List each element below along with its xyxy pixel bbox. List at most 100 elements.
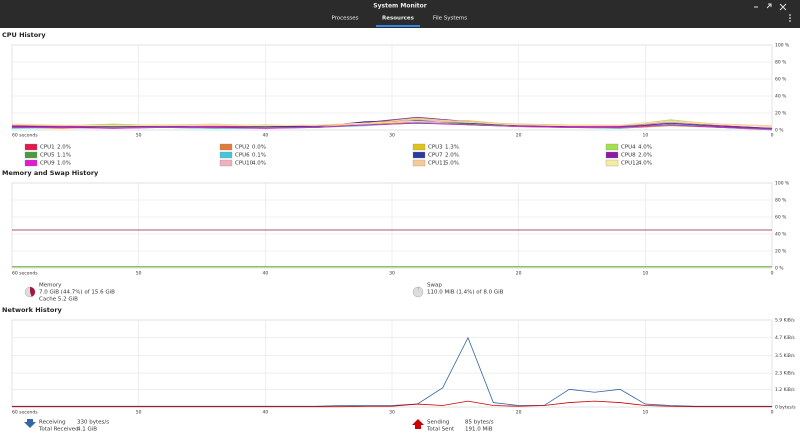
- x-tick-label: 40: [262, 271, 268, 277]
- x-tick-label: 30: [389, 271, 395, 277]
- legend-value: 2.0%: [57, 145, 71, 151]
- legend-name: CPU12: [621, 161, 639, 167]
- series-line: [11, 119, 773, 131]
- x-tick-label: 20: [516, 271, 522, 277]
- header-bar: [0, 0, 800, 28]
- legend-name: CPU6: [235, 153, 250, 159]
- legend-value: 1.3%: [445, 145, 459, 151]
- y-tick-label: 4.7 KiB/s: [775, 335, 795, 341]
- legend-swatch: [24, 143, 38, 151]
- y-tick-label: 0 %: [775, 128, 784, 134]
- legend-value: 4.0%: [638, 161, 652, 167]
- x-tick-label: 0: [771, 271, 774, 277]
- network-name: Sending: [427, 420, 449, 426]
- legend-swatch: [605, 151, 619, 159]
- legend-swatch: [219, 159, 233, 167]
- series-line: [12, 400, 772, 408]
- legend-swatch: [412, 151, 426, 159]
- legend-name: CPU2: [235, 145, 250, 151]
- section-title: CPU History: [2, 31, 46, 39]
- legend-name: CPU1: [40, 145, 55, 151]
- legend-name: CPU3: [428, 145, 443, 151]
- series-line: [11, 118, 773, 127]
- tab[interactable]: Processes: [331, 16, 358, 22]
- x-tick-label: 30: [389, 133, 395, 139]
- send-icon: [412, 419, 424, 429]
- legend-value: 4.0%: [252, 161, 266, 167]
- x-tick-label: 30: [389, 410, 395, 416]
- y-tick-label: 2.3 KiB/s: [775, 371, 795, 377]
- y-tick-label: 1.2 KiB/s: [775, 387, 795, 393]
- legend-swatch: [605, 143, 619, 151]
- x-tick-label: 0: [771, 410, 774, 416]
- y-tick-label: 60 %: [775, 215, 787, 221]
- x-tick-label: 50: [136, 271, 142, 277]
- y-tick-label: 3.5 KiB/s: [775, 353, 795, 359]
- active-tab-indicator: [376, 25, 420, 27]
- y-tick-label: 0 %: [775, 266, 784, 272]
- y-tick-label: 20 %: [775, 111, 787, 117]
- window-controls[interactable]: [754, 3, 787, 11]
- x-tick-label: 0: [771, 133, 774, 139]
- section-title: Network History: [2, 306, 63, 314]
- legend-name: CPU8: [621, 153, 636, 159]
- x-tick-label: 60 seconds: [12, 271, 38, 277]
- receive-icon: [24, 419, 36, 428]
- legend-name: CPU7: [428, 153, 443, 159]
- legend-name: CPU11: [428, 161, 446, 167]
- legend-value: 1.0%: [57, 161, 71, 167]
- series-line: [12, 122, 773, 130]
- x-tick-label: 20: [516, 133, 522, 139]
- network-total: 4.1 GiB: [77, 427, 97, 433]
- window-title: System Monitor: [373, 3, 426, 10]
- x-tick-label: 50: [136, 410, 142, 416]
- network-total-name: Total Received: [38, 427, 79, 433]
- y-tick-label: 5.9 KiB/s: [775, 318, 795, 324]
- x-tick-label: 60 seconds: [12, 410, 38, 416]
- legend-value: 0.1%: [252, 153, 266, 159]
- memory-name: Swap: [427, 283, 442, 289]
- legend-value: 0.0%: [252, 145, 266, 151]
- legend-value: 4.0%: [638, 145, 652, 151]
- section-title: Memory and Swap History: [2, 169, 99, 177]
- series-line: [12, 121, 773, 127]
- tab[interactable]: File Systems: [433, 16, 467, 22]
- legend-swatch: [219, 143, 233, 151]
- pie-slice: [30, 287, 36, 297]
- legend-value: 1.1%: [57, 153, 71, 159]
- legend-name: CPU5: [40, 153, 55, 159]
- x-tick-label: 20: [516, 410, 522, 416]
- legend-swatch: [24, 159, 38, 167]
- x-tick-label: 40: [262, 410, 268, 416]
- y-tick-label: 80 %: [775, 60, 787, 66]
- legend-value: 2.0%: [445, 153, 459, 159]
- x-tick-label: 50: [136, 133, 142, 139]
- network-rate: 330 bytes/s: [77, 420, 109, 426]
- y-tick-label: 40 %: [775, 232, 787, 238]
- y-tick-label: 20 %: [775, 249, 787, 255]
- memory-detail: 7.0 GiB (44.7%) of 15.6 GiB: [39, 290, 115, 296]
- network-rate: 85 bytes/s: [465, 420, 494, 426]
- legend-swatch: [605, 159, 619, 167]
- y-tick-label: 80 %: [775, 198, 787, 204]
- x-tick-label: 10: [642, 133, 648, 139]
- y-tick-label: 40 %: [775, 94, 787, 100]
- x-tick-label: 60 seconds: [12, 133, 38, 139]
- y-tick-label: 100 %: [775, 181, 790, 187]
- legend-value: 2.0%: [638, 153, 652, 159]
- legend-value: 5.0%: [445, 161, 459, 167]
- memory-cache: Cache 5.2 GiB: [39, 297, 78, 303]
- y-tick-label: 0 bytes/s: [775, 405, 796, 411]
- x-tick-label: 40: [262, 133, 268, 139]
- tab[interactable]: Resources: [382, 16, 415, 22]
- memory-detail: 110.0 MiB (1.4%) of 8.0 GiB: [427, 290, 504, 296]
- x-tick-label: 10: [642, 410, 648, 416]
- legend-swatch: [24, 151, 38, 159]
- menu-button[interactable]: [789, 14, 791, 22]
- network-total-name: Total Sent: [426, 427, 455, 433]
- legend-name: CPU4: [621, 145, 636, 151]
- x-tick-label: 10: [642, 271, 648, 277]
- network-name: Receiving: [39, 420, 66, 426]
- series-line: [12, 336, 772, 407]
